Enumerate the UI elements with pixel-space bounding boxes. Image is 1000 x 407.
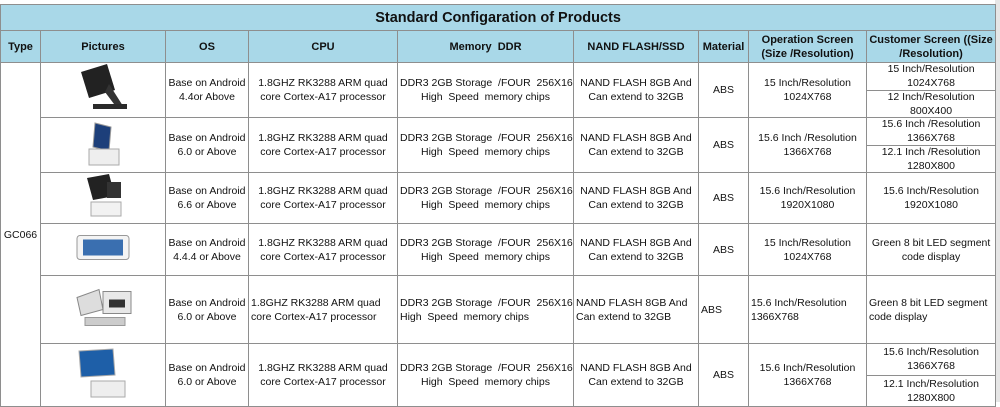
- cpu-cell: 1.8GHZ RK3288 ARM quad core Cortex-A17 p…: [248, 172, 398, 224]
- product-row: Base on Android 6.0 or Above 1.8GHZ RK328…: [1, 275, 997, 344]
- os-cell: Base on Android 4.4.4 or Above: [165, 223, 249, 276]
- nand-cell: NAND FLASH 8GB And Can extend to 32GB: [573, 62, 699, 118]
- sheet-edge: [995, 0, 1000, 402]
- column-header: Material: [698, 30, 749, 63]
- product-picture: [76, 235, 130, 260]
- memory-cell: DDR3 2GB Storage /FOUR 256X16 High Speed…: [397, 343, 574, 407]
- header-row: Type Pictures OS CPU Memory DDR NAND FLASH/SS…: [0, 30, 997, 63]
- cpu-cell: 1.8GHZ RK3288 ARM quad core Cortex-A17 p…: [248, 62, 398, 118]
- customer-screen: 12.1 Inch /Resolution 1280X800: [867, 144, 995, 172]
- customer-screen: 15 Inch/Resolution 1024X768: [887, 63, 975, 90]
- product-row: Base on Android 6.0 or Above 1.8GHZ RK328…: [1, 343, 997, 407]
- nand-cell: NAND FLASH 8GB And Can extend to 32GB: [573, 223, 699, 276]
- customer-screen: 12 Inch/Resolution 800X400: [867, 89, 995, 117]
- spec-table: Standard Configaration of Products Type P…: [0, 4, 997, 407]
- picture-cell: [40, 275, 166, 344]
- table-title: Standard Configaration of Products: [0, 4, 997, 31]
- picture-cell: [40, 172, 166, 224]
- operation-cell: 15 Inch/Resolution 1024X768: [748, 223, 867, 276]
- product-picture: [87, 174, 122, 217]
- memory-cell: DDR3 2GB Storage /FOUR 256X16 High Speed…: [397, 275, 574, 344]
- os-cell: Base on Android 6.0 or Above: [165, 117, 249, 173]
- column-header: CPU: [248, 30, 398, 63]
- customer-cell: 15.6 Inch/Resolution 1920X1080: [865, 172, 997, 224]
- material-cell: ABS: [698, 343, 749, 407]
- material-cell: ABS: [698, 62, 749, 118]
- operation-cell: 15.6 Inch /Resolution 1366X768: [748, 117, 867, 173]
- material-cell: ABS: [698, 172, 749, 224]
- column-header: NAND FLASH/SSD: [573, 30, 699, 63]
- picture-cell: [40, 223, 166, 276]
- type-cell: GC066: [0, 62, 41, 407]
- column-header: Memory DDR: [397, 30, 574, 63]
- customer-cell: Green 8 bit LED segment code display: [865, 275, 997, 344]
- memory-cell: DDR3 2GB Storage /FOUR 256X16 High Speed…: [397, 172, 574, 224]
- cpu-cell: 1.8GHZ RK3288 ARM quad core Cortex-A17 p…: [248, 275, 398, 344]
- memory-cell: DDR3 2GB Storage /FOUR 256X16 High Speed…: [397, 62, 574, 118]
- cpu-cell: 1.8GHZ RK3288 ARM quad core Cortex-A17 p…: [248, 343, 398, 407]
- column-header: OS: [165, 30, 249, 63]
- memory-cell: DDR3 2GB Storage /FOUR 256X16 High Speed…: [397, 223, 574, 276]
- picture-cell: [40, 117, 166, 173]
- customer-cell: 15 Inch/Resolution 1024X768 12 Inch/Resol…: [865, 62, 997, 118]
- operation-cell: 15.6 Inch/Resolution 1920X1080: [748, 172, 867, 224]
- operation-cell: 15.6 Inch/Resolution 1366X768: [748, 275, 867, 344]
- table-body: Standard Configaration of Products Type P…: [0, 4, 997, 407]
- column-header: Pictures: [40, 30, 166, 63]
- product-picture: [88, 122, 120, 166]
- nand-cell: NAND FLASH 8GB And Can extend to 32GB: [573, 172, 699, 224]
- cpu-cell: 1.8GHZ RK3288 ARM quad core Cortex-A17 p…: [248, 117, 398, 173]
- product-row: Base on Android 6.6 or Above 1.8GHZ RK328…: [1, 172, 997, 224]
- os-cell: Base on Android 6.0 or Above: [165, 275, 249, 344]
- column-header: Operation Screen (Size /Resolution): [748, 30, 867, 63]
- customer-screen: 15.6 Inch /Resolution 1366X768: [881, 118, 981, 145]
- product-row: Base on Android 4.4.4 or Above 1.8GHZ RK3…: [1, 223, 997, 276]
- customer-screen: 15.6 Inch/Resolution 1366X768: [883, 346, 979, 373]
- material-cell: ABS: [698, 223, 749, 276]
- memory-cell: DDR3 2GB Storage /FOUR 256X16 High Speed…: [397, 117, 574, 173]
- customer-cell: 15.6 Inch/Resolution 1366X768 12.1 Inch/R…: [865, 343, 997, 407]
- product-row: GC066 Base on Android 4.4or Above 1.8GHZ R…: [0, 62, 997, 407]
- os-cell: Base on Android 4.4or Above: [165, 62, 249, 118]
- os-cell: Base on Android 6.0 or Above: [165, 343, 249, 407]
- nand-cell: NAND FLASH 8GB And Can extend to 32GB: [573, 117, 699, 173]
- product-picture: [76, 288, 132, 326]
- product-picture: [81, 64, 127, 109]
- os-cell: Base on Android 6.6 or Above: [165, 172, 249, 224]
- picture-cell: [40, 62, 166, 118]
- column-header: Customer Screen ((Size /Resolution): [865, 30, 997, 63]
- nand-cell: NAND FLASH 8GB And Can extend to 32GB: [573, 343, 699, 407]
- customer-cell: 15.6 Inch /Resolution 1366X768 12.1 Inch …: [865, 117, 997, 173]
- operation-cell: 15 Inch/Resolution 1024X768: [748, 62, 867, 118]
- material-cell: ABS: [698, 275, 749, 344]
- customer-screen: 12.1 Inch/Resolution 1280X800: [867, 374, 995, 406]
- material-cell: ABS: [698, 117, 749, 173]
- title-row: Standard Configaration of Products: [0, 4, 997, 31]
- operation-cell: 15.6 Inch/Resolution 1366X768: [748, 343, 867, 407]
- picture-cell: [40, 343, 166, 407]
- product-picture: [78, 348, 126, 398]
- customer-cell: Green 8 bit LED segment code display: [865, 223, 997, 276]
- cpu-cell: 1.8GHZ RK3288 ARM quad core Cortex-A17 p…: [248, 223, 398, 276]
- column-header: Type: [0, 30, 41, 63]
- product-row: Base on Android 6.0 or Above 1.8GHZ RK328…: [1, 117, 997, 173]
- nand-cell: NAND FLASH 8GB And Can extend to 32GB: [573, 275, 699, 344]
